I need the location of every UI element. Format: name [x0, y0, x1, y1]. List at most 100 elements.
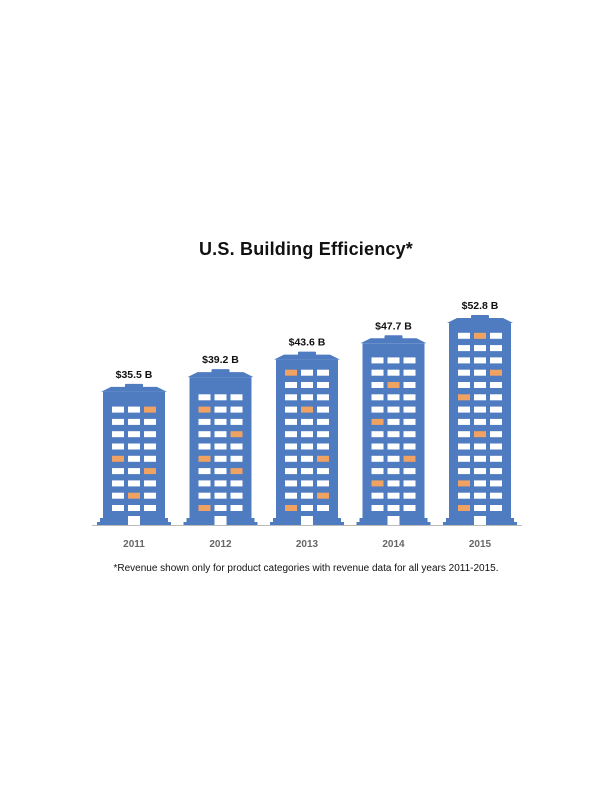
window — [458, 357, 470, 364]
window — [230, 418, 243, 425]
window — [387, 418, 400, 425]
window — [387, 406, 400, 413]
lit-window — [458, 505, 470, 511]
window — [214, 418, 227, 425]
window — [371, 431, 384, 438]
window — [317, 418, 329, 425]
window — [230, 406, 243, 413]
window — [474, 455, 486, 462]
window — [128, 468, 140, 475]
window — [301, 382, 313, 388]
window — [458, 406, 470, 413]
window — [144, 431, 156, 438]
building-roof-top — [211, 369, 230, 374]
window — [458, 492, 470, 499]
lit-window — [198, 505, 211, 511]
lit-window — [230, 431, 243, 438]
window — [214, 431, 227, 438]
window — [317, 431, 329, 438]
window — [403, 406, 416, 413]
window — [403, 468, 416, 475]
window — [214, 443, 227, 450]
x-tick-label-2012: 2012 — [209, 539, 232, 550]
window — [371, 357, 384, 364]
window — [285, 468, 297, 475]
bar-building-2013 — [270, 351, 344, 525]
window — [317, 468, 329, 475]
window — [230, 394, 243, 401]
window — [387, 455, 400, 462]
building-roof — [101, 386, 167, 392]
window — [458, 468, 470, 475]
window — [490, 468, 502, 475]
window — [230, 443, 243, 450]
lit-window — [230, 468, 243, 475]
lit-window — [285, 369, 297, 376]
window — [490, 357, 502, 364]
window — [112, 406, 124, 413]
window — [198, 431, 211, 438]
window — [301, 394, 313, 401]
window — [144, 492, 156, 499]
window — [403, 382, 416, 388]
window — [458, 332, 470, 339]
window — [458, 345, 470, 352]
window — [387, 369, 400, 376]
window — [301, 492, 313, 499]
window — [403, 480, 416, 487]
window — [474, 345, 486, 352]
window — [490, 480, 502, 487]
data-label-2012: $39.2 B — [202, 354, 239, 366]
window — [301, 468, 313, 475]
window — [128, 418, 140, 425]
window — [490, 505, 502, 511]
lit-window — [285, 505, 297, 511]
window — [198, 418, 211, 425]
building-door — [474, 516, 486, 525]
window — [371, 406, 384, 413]
lit-window — [112, 455, 124, 462]
building-door — [128, 516, 140, 525]
bar-building-2012 — [183, 369, 258, 525]
window — [371, 455, 384, 462]
window — [144, 418, 156, 425]
window — [474, 418, 486, 425]
chart-footnote: *Revenue shown only for product categori… — [113, 563, 499, 574]
lit-window — [371, 418, 384, 425]
window — [317, 505, 329, 511]
building-door — [214, 516, 227, 525]
window — [458, 418, 470, 425]
window — [474, 357, 486, 364]
window — [128, 455, 140, 462]
window — [387, 431, 400, 438]
lit-window — [458, 480, 470, 487]
window — [301, 455, 313, 462]
window — [128, 431, 140, 438]
window — [371, 369, 384, 376]
lit-window — [474, 332, 486, 339]
window — [128, 505, 140, 511]
window — [403, 431, 416, 438]
bar-building-2014 — [356, 335, 431, 525]
window — [112, 443, 124, 450]
window — [387, 394, 400, 401]
window — [458, 443, 470, 450]
data-label-2013: $43.6 B — [289, 337, 326, 349]
lit-window — [198, 455, 211, 462]
window — [214, 505, 227, 511]
window — [230, 455, 243, 462]
x-tick-label-2015: 2015 — [469, 539, 492, 550]
lit-window — [371, 480, 384, 487]
data-label-2015: $52.8 B — [462, 300, 499, 312]
lit-window — [458, 394, 470, 401]
window — [403, 443, 416, 450]
window — [490, 431, 502, 438]
window — [490, 492, 502, 499]
window — [474, 480, 486, 487]
window — [285, 431, 297, 438]
window — [198, 492, 211, 499]
window — [214, 455, 227, 462]
window — [285, 394, 297, 401]
window — [387, 492, 400, 499]
window — [214, 492, 227, 499]
